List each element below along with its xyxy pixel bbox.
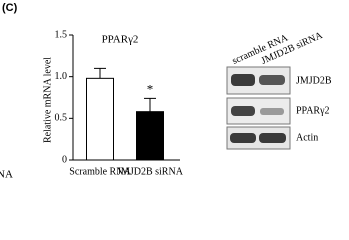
bar bbox=[136, 111, 164, 161]
x-tick-label: JMJD2B siRNA bbox=[117, 166, 184, 177]
blot-row-label: PPARγ2 bbox=[296, 105, 330, 116]
band bbox=[260, 108, 284, 115]
band bbox=[259, 133, 286, 143]
figure: (C) NA PPARγ2 Relative mRNA level scramb… bbox=[0, 2, 332, 179]
blot-row-label: JMJD2B bbox=[296, 75, 332, 86]
y-tick-label: 0 bbox=[62, 154, 67, 165]
error-bar bbox=[94, 67, 106, 79]
y-tick-label: 1.5 bbox=[55, 29, 68, 40]
blot-row-label: Actin bbox=[296, 132, 318, 143]
error-bar bbox=[144, 97, 156, 112]
blot bbox=[226, 66, 291, 150]
y-tick-label: 1.0 bbox=[55, 71, 68, 82]
annotation: * bbox=[147, 81, 154, 96]
band bbox=[231, 74, 255, 86]
band bbox=[259, 75, 285, 85]
band bbox=[231, 106, 255, 116]
edge-text: NA bbox=[0, 169, 13, 179]
y-tick-label: 0.5 bbox=[55, 113, 68, 124]
chart-title: PPARγ2 bbox=[102, 34, 139, 46]
x-tick-label: Scramble RNA bbox=[69, 166, 131, 177]
band bbox=[230, 133, 256, 143]
bar bbox=[86, 77, 114, 161]
panel-label: (C) bbox=[2, 2, 18, 14]
blot-frame bbox=[226, 126, 291, 150]
y-axis-label: Relative mRNA level bbox=[42, 57, 53, 143]
